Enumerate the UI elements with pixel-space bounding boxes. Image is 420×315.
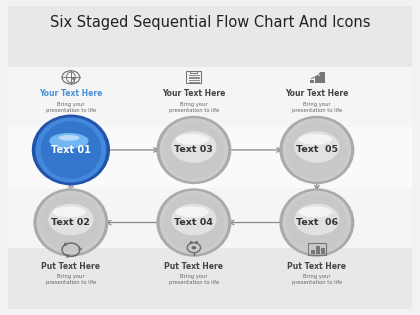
Circle shape: [72, 77, 75, 80]
Circle shape: [189, 241, 193, 243]
Bar: [311, 250, 315, 255]
Bar: [190, 71, 197, 73]
Ellipse shape: [294, 204, 339, 235]
Bar: [320, 72, 325, 83]
Text: Bring your
presentation to life: Bring your presentation to life: [169, 102, 219, 113]
Ellipse shape: [164, 194, 224, 251]
Ellipse shape: [35, 117, 106, 183]
Text: Text 01: Text 01: [51, 145, 91, 155]
Ellipse shape: [160, 118, 228, 182]
Text: Bring your
presentation to life: Bring your presentation to life: [292, 274, 342, 285]
Ellipse shape: [299, 134, 332, 145]
Bar: [8, 127, 412, 188]
Ellipse shape: [48, 204, 94, 235]
Circle shape: [192, 246, 196, 249]
Bar: [8, 6, 412, 67]
Ellipse shape: [176, 134, 209, 145]
Ellipse shape: [283, 191, 351, 254]
Ellipse shape: [41, 121, 101, 179]
Ellipse shape: [41, 194, 101, 251]
Text: Your Text Here: Your Text Here: [39, 89, 102, 98]
Ellipse shape: [299, 206, 332, 217]
Ellipse shape: [49, 133, 89, 149]
Ellipse shape: [34, 188, 108, 257]
Ellipse shape: [286, 194, 347, 251]
Bar: [186, 71, 202, 83]
Ellipse shape: [160, 191, 228, 254]
Text: Text  05: Text 05: [296, 146, 338, 154]
Text: Bring your
presentation to life: Bring your presentation to life: [292, 102, 342, 113]
Ellipse shape: [58, 135, 79, 141]
Bar: [316, 246, 320, 255]
Ellipse shape: [279, 116, 354, 184]
Text: Your Text Here: Your Text Here: [285, 89, 349, 98]
Text: Text 03: Text 03: [174, 146, 213, 154]
Ellipse shape: [294, 131, 339, 163]
Ellipse shape: [171, 204, 217, 235]
Ellipse shape: [52, 206, 86, 217]
Ellipse shape: [32, 115, 110, 185]
Ellipse shape: [156, 188, 231, 257]
Text: Put Text Here: Put Text Here: [287, 262, 346, 272]
Ellipse shape: [286, 121, 347, 179]
Ellipse shape: [171, 131, 217, 163]
Circle shape: [195, 241, 198, 243]
Bar: [8, 248, 412, 309]
Bar: [308, 243, 326, 255]
Bar: [315, 76, 320, 83]
Ellipse shape: [176, 206, 209, 217]
Ellipse shape: [164, 121, 224, 179]
Text: Your Text Here: Your Text Here: [162, 89, 226, 98]
Ellipse shape: [37, 191, 105, 254]
Text: Bring your
presentation to life: Bring your presentation to life: [169, 274, 219, 285]
Ellipse shape: [156, 116, 231, 184]
Bar: [321, 249, 325, 255]
Text: Bring your
presentation to life: Bring your presentation to life: [46, 102, 96, 113]
Bar: [8, 188, 412, 248]
Text: Bring your
presentation to life: Bring your presentation to life: [46, 274, 96, 285]
Ellipse shape: [283, 118, 351, 182]
Text: Put Text Here: Put Text Here: [42, 262, 100, 272]
Text: Text 02: Text 02: [52, 218, 90, 227]
Text: Six Staged Sequential Flow Chart And Icons: Six Staged Sequential Flow Chart And Ico…: [50, 15, 370, 31]
Ellipse shape: [279, 188, 354, 257]
Text: Put Text Here: Put Text Here: [164, 262, 223, 272]
Bar: [8, 67, 412, 127]
Text: Text 04: Text 04: [174, 218, 213, 227]
Text: Text  06: Text 06: [296, 218, 338, 227]
Bar: [310, 80, 314, 83]
